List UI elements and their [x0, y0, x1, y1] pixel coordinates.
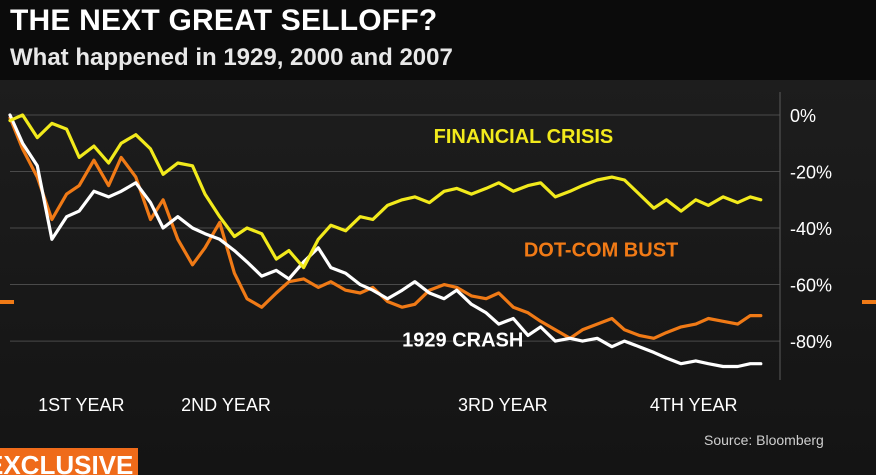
gridlines — [10, 92, 781, 380]
x-tick-label: 3RD YEAR — [458, 395, 548, 415]
chart-title: THE NEXT GREAT SELLOFF? — [10, 4, 438, 37]
y-tick-label: 0% — [790, 106, 816, 126]
y-axis-ticks: 0% -20% -40% -60% -80% — [790, 106, 832, 352]
y-tick-label: -60% — [790, 276, 832, 296]
exclusive-banner: EXCLUSIVE — [0, 448, 138, 475]
series-line-dot-com-bust — [8, 116, 763, 340]
y-tick-label: -80% — [790, 332, 832, 352]
x-tick-label: 1ST YEAR — [38, 395, 124, 415]
accent-bar-right — [862, 300, 876, 304]
x-tick-label: 4TH YEAR — [650, 395, 738, 415]
x-axis-ticks: 1ST YEAR 2ND YEAR 3RD YEAR 4TH YEAR — [38, 395, 737, 415]
source-note: Source: Bloomberg — [704, 432, 824, 448]
chart-subtitle: What happened in 1929, 2000 and 2007 — [10, 44, 453, 71]
series-label: 1929 CRASH — [402, 330, 523, 352]
y-tick-label: -40% — [790, 219, 832, 239]
series-label: DOT-COM BUST — [524, 239, 678, 261]
series-label: FINANCIAL CRISIS — [434, 126, 614, 148]
y-tick-label: -20% — [790, 162, 832, 182]
x-tick-label: 2ND YEAR — [181, 395, 271, 415]
series-lines — [8, 113, 763, 369]
series-annotations: FINANCIAL CRISIS DOT-COM BUST 1929 CRASH — [402, 126, 678, 352]
accent-bar-left — [0, 300, 14, 304]
series-line-1929-crash — [8, 113, 763, 369]
series-line-financial-crisis — [8, 113, 763, 270]
exclusive-banner-label: EXCLUSIVE — [0, 450, 134, 475]
